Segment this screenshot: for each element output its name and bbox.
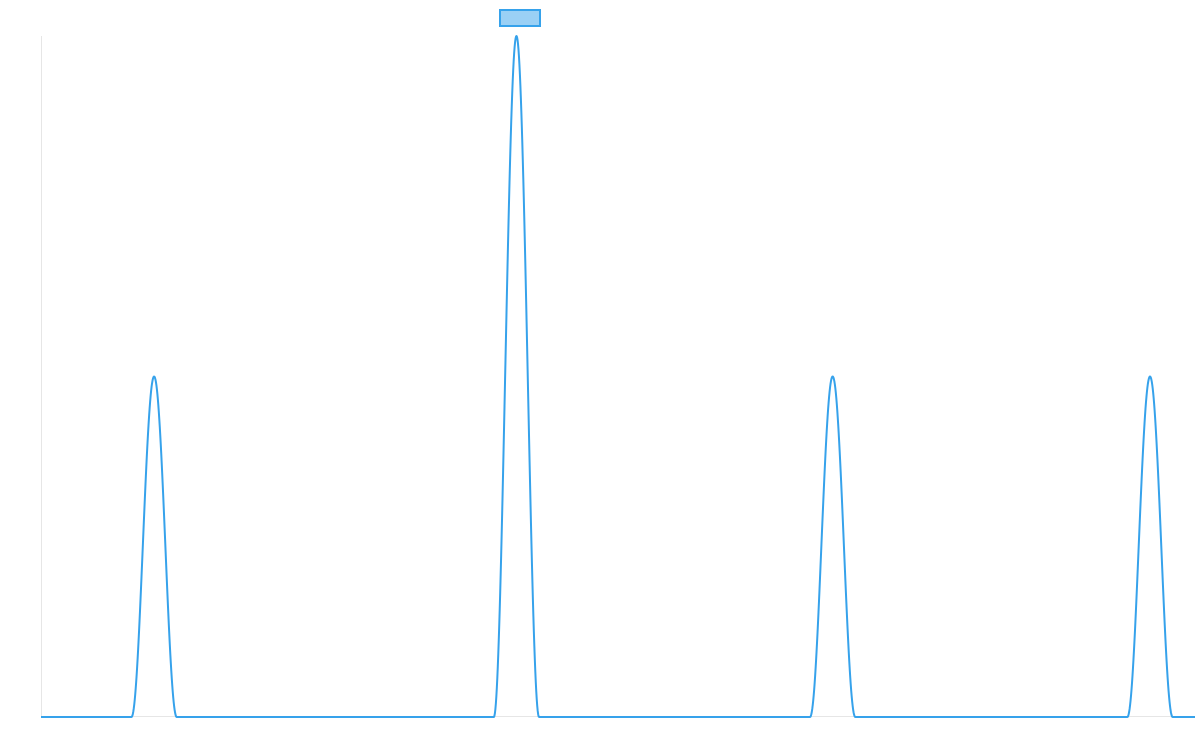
series-line [40,35,1196,718]
peak-point-2[interactable] [512,32,520,40]
peak-point-1[interactable] [150,373,158,381]
peak-point-3[interactable] [829,373,837,381]
series-layer [40,32,1196,718]
peak-point-4[interactable] [1146,373,1154,381]
legend[interactable] [499,9,541,27]
legend-swatch[interactable] [499,9,541,27]
